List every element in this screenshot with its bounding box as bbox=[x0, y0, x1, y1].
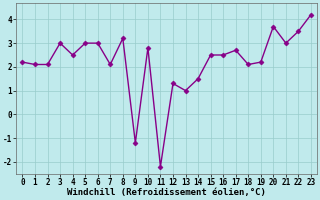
X-axis label: Windchill (Refroidissement éolien,°C): Windchill (Refroidissement éolien,°C) bbox=[67, 188, 266, 197]
